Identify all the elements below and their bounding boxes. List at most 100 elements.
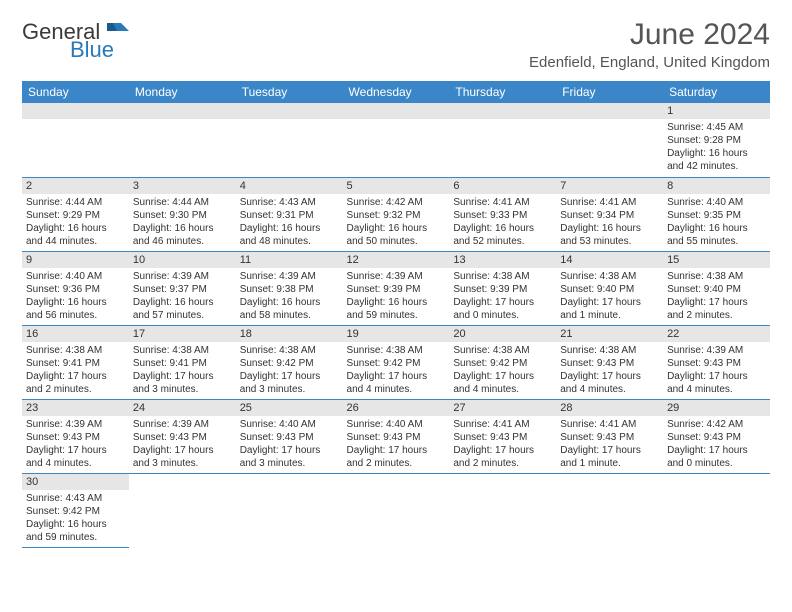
- calendar-cell: 13Sunrise: 4:38 AMSunset: 9:39 PMDayligh…: [449, 251, 556, 325]
- calendar-cell: 9Sunrise: 4:40 AMSunset: 9:36 PMDaylight…: [22, 251, 129, 325]
- day-number: 17: [129, 326, 236, 342]
- calendar-cell: 4Sunrise: 4:43 AMSunset: 9:31 PMDaylight…: [236, 177, 343, 251]
- day-number: 4: [236, 178, 343, 194]
- day-number: 27: [449, 400, 556, 416]
- day-content: Sunrise: 4:39 AMSunset: 9:43 PMDaylight:…: [129, 416, 236, 472]
- day-content: Sunrise: 4:38 AMSunset: 9:41 PMDaylight:…: [129, 342, 236, 398]
- day-content: Sunrise: 4:40 AMSunset: 9:43 PMDaylight:…: [236, 416, 343, 472]
- day-number: 24: [129, 400, 236, 416]
- day-number: 29: [663, 400, 770, 416]
- header: General Blue June 2024 Edenfield, Englan…: [22, 18, 770, 71]
- day-number: 3: [129, 178, 236, 194]
- day-content: Sunrise: 4:39 AMSunset: 9:39 PMDaylight:…: [343, 268, 450, 324]
- day-number: 30: [22, 474, 129, 490]
- calendar-cell: [449, 103, 556, 177]
- calendar-cell: 11Sunrise: 4:39 AMSunset: 9:38 PMDayligh…: [236, 251, 343, 325]
- day-number: 2: [22, 178, 129, 194]
- calendar-cell: [343, 473, 450, 547]
- calendar-cell: 2Sunrise: 4:44 AMSunset: 9:29 PMDaylight…: [22, 177, 129, 251]
- day-header-saturday: Saturday: [663, 81, 770, 103]
- day-header-thursday: Thursday: [449, 81, 556, 103]
- calendar-cell: [556, 103, 663, 177]
- calendar-cell: [236, 473, 343, 547]
- calendar-cell: 14Sunrise: 4:38 AMSunset: 9:40 PMDayligh…: [556, 251, 663, 325]
- day-content: Sunrise: 4:38 AMSunset: 9:42 PMDaylight:…: [236, 342, 343, 398]
- day-number: 12: [343, 252, 450, 268]
- calendar-cell: 20Sunrise: 4:38 AMSunset: 9:42 PMDayligh…: [449, 325, 556, 399]
- day-header-friday: Friday: [556, 81, 663, 103]
- day-number: 16: [22, 326, 129, 342]
- day-number: 28: [556, 400, 663, 416]
- day-number: 21: [556, 326, 663, 342]
- day-content: Sunrise: 4:45 AMSunset: 9:28 PMDaylight:…: [663, 119, 770, 175]
- calendar-cell: [663, 473, 770, 547]
- calendar-cell: 28Sunrise: 4:41 AMSunset: 9:43 PMDayligh…: [556, 399, 663, 473]
- day-content: Sunrise: 4:38 AMSunset: 9:42 PMDaylight:…: [343, 342, 450, 398]
- calendar-cell: 27Sunrise: 4:41 AMSunset: 9:43 PMDayligh…: [449, 399, 556, 473]
- day-number: 14: [556, 252, 663, 268]
- day-content: Sunrise: 4:39 AMSunset: 9:38 PMDaylight:…: [236, 268, 343, 324]
- day-number: 15: [663, 252, 770, 268]
- day-number: 8: [663, 178, 770, 194]
- calendar-table: SundayMondayTuesdayWednesdayThursdayFrid…: [22, 81, 770, 548]
- calendar-cell: 1Sunrise: 4:45 AMSunset: 9:28 PMDaylight…: [663, 103, 770, 177]
- day-number: 9: [22, 252, 129, 268]
- day-content: Sunrise: 4:41 AMSunset: 9:33 PMDaylight:…: [449, 194, 556, 250]
- day-number: 26: [343, 400, 450, 416]
- week-row: 1Sunrise: 4:45 AMSunset: 9:28 PMDaylight…: [22, 103, 770, 177]
- day-content: Sunrise: 4:39 AMSunset: 9:43 PMDaylight:…: [663, 342, 770, 398]
- day-content: Sunrise: 4:41 AMSunset: 9:34 PMDaylight:…: [556, 194, 663, 250]
- calendar-cell: 5Sunrise: 4:42 AMSunset: 9:32 PMDaylight…: [343, 177, 450, 251]
- calendar-cell: 17Sunrise: 4:38 AMSunset: 9:41 PMDayligh…: [129, 325, 236, 399]
- calendar-cell: [343, 103, 450, 177]
- day-number: 10: [129, 252, 236, 268]
- day-content: Sunrise: 4:38 AMSunset: 9:40 PMDaylight:…: [663, 268, 770, 324]
- calendar-cell: 6Sunrise: 4:41 AMSunset: 9:33 PMDaylight…: [449, 177, 556, 251]
- calendar-cell: 18Sunrise: 4:38 AMSunset: 9:42 PMDayligh…: [236, 325, 343, 399]
- calendar-cell: [556, 473, 663, 547]
- calendar-cell: [449, 473, 556, 547]
- calendar-cell: 30Sunrise: 4:43 AMSunset: 9:42 PMDayligh…: [22, 473, 129, 547]
- day-number: 5: [343, 178, 450, 194]
- day-header-wednesday: Wednesday: [343, 81, 450, 103]
- day-header-monday: Monday: [129, 81, 236, 103]
- calendar-cell: [22, 103, 129, 177]
- title-block: June 2024 Edenfield, England, United Kin…: [529, 18, 770, 71]
- day-number: 19: [343, 326, 450, 342]
- location: Edenfield, England, United Kingdom: [529, 54, 770, 71]
- day-header-tuesday: Tuesday: [236, 81, 343, 103]
- day-content: Sunrise: 4:44 AMSunset: 9:30 PMDaylight:…: [129, 194, 236, 250]
- day-content: Sunrise: 4:38 AMSunset: 9:43 PMDaylight:…: [556, 342, 663, 398]
- day-content: Sunrise: 4:40 AMSunset: 9:35 PMDaylight:…: [663, 194, 770, 250]
- day-number: 18: [236, 326, 343, 342]
- logo: General Blue: [22, 22, 129, 60]
- day-number: 6: [449, 178, 556, 194]
- day-content: Sunrise: 4:43 AMSunset: 9:42 PMDaylight:…: [22, 490, 129, 546]
- calendar-cell: 25Sunrise: 4:40 AMSunset: 9:43 PMDayligh…: [236, 399, 343, 473]
- day-number: 11: [236, 252, 343, 268]
- day-header-row: SundayMondayTuesdayWednesdayThursdayFrid…: [22, 81, 770, 103]
- calendar-cell: [129, 103, 236, 177]
- day-number: 20: [449, 326, 556, 342]
- day-content: Sunrise: 4:44 AMSunset: 9:29 PMDaylight:…: [22, 194, 129, 250]
- day-content: Sunrise: 4:41 AMSunset: 9:43 PMDaylight:…: [556, 416, 663, 472]
- day-content: Sunrise: 4:42 AMSunset: 9:32 PMDaylight:…: [343, 194, 450, 250]
- week-row: 2Sunrise: 4:44 AMSunset: 9:29 PMDaylight…: [22, 177, 770, 251]
- day-content: Sunrise: 4:38 AMSunset: 9:41 PMDaylight:…: [22, 342, 129, 398]
- calendar-cell: 29Sunrise: 4:42 AMSunset: 9:43 PMDayligh…: [663, 399, 770, 473]
- day-number: 25: [236, 400, 343, 416]
- day-number: 1: [663, 103, 770, 119]
- calendar-cell: 22Sunrise: 4:39 AMSunset: 9:43 PMDayligh…: [663, 325, 770, 399]
- day-content: Sunrise: 4:40 AMSunset: 9:43 PMDaylight:…: [343, 416, 450, 472]
- day-content: Sunrise: 4:41 AMSunset: 9:43 PMDaylight:…: [449, 416, 556, 472]
- calendar-body: 1Sunrise: 4:45 AMSunset: 9:28 PMDaylight…: [22, 103, 770, 547]
- day-content: Sunrise: 4:38 AMSunset: 9:40 PMDaylight:…: [556, 268, 663, 324]
- calendar-cell: [236, 103, 343, 177]
- calendar-cell: [129, 473, 236, 547]
- day-content: Sunrise: 4:38 AMSunset: 9:42 PMDaylight:…: [449, 342, 556, 398]
- calendar-cell: 15Sunrise: 4:38 AMSunset: 9:40 PMDayligh…: [663, 251, 770, 325]
- week-row: 23Sunrise: 4:39 AMSunset: 9:43 PMDayligh…: [22, 399, 770, 473]
- calendar-cell: 19Sunrise: 4:38 AMSunset: 9:42 PMDayligh…: [343, 325, 450, 399]
- day-header-sunday: Sunday: [22, 81, 129, 103]
- calendar-cell: 12Sunrise: 4:39 AMSunset: 9:39 PMDayligh…: [343, 251, 450, 325]
